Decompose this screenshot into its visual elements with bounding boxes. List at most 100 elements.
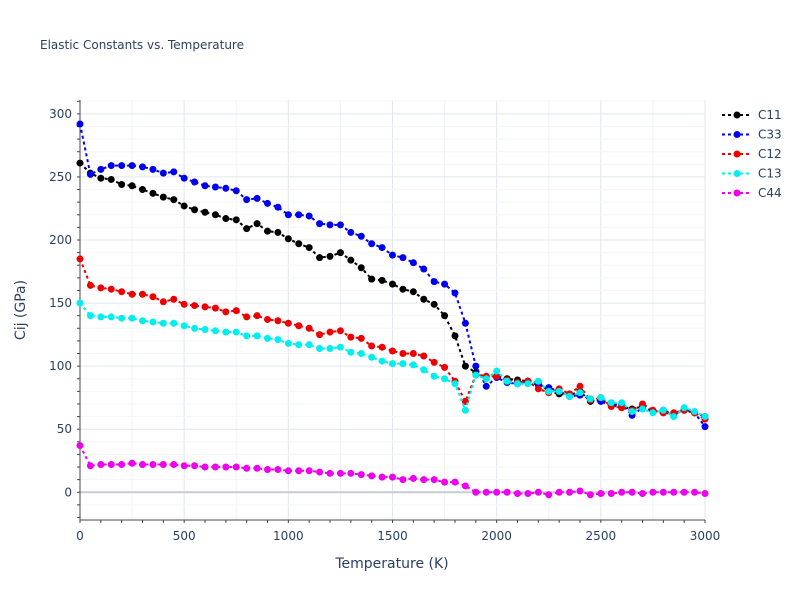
data-point-c13[interactable] <box>534 377 542 385</box>
data-point-c13[interactable] <box>159 319 167 327</box>
data-point-c44[interactable] <box>399 476 407 484</box>
data-point-c13[interactable] <box>201 326 209 334</box>
data-point-c11[interactable] <box>139 186 146 194</box>
data-point-c13[interactable] <box>503 377 511 385</box>
data-point-c11[interactable] <box>357 264 365 272</box>
data-point-c13[interactable] <box>607 399 615 407</box>
data-point-c13[interactable] <box>482 375 490 383</box>
data-point-c12[interactable] <box>399 350 407 358</box>
data-point-c11[interactable] <box>284 235 292 243</box>
data-point-c13[interactable] <box>472 371 480 379</box>
data-point-c33[interactable] <box>211 183 219 191</box>
data-point-c44[interactable] <box>347 469 355 477</box>
data-point-c11[interactable] <box>274 228 282 236</box>
data-point-c33[interactable] <box>180 174 188 182</box>
data-point-c44[interactable] <box>118 461 126 469</box>
series-c44[interactable] <box>76 442 709 499</box>
data-point-c33[interactable] <box>378 244 386 252</box>
data-point-c44[interactable] <box>274 466 282 474</box>
data-point-c33[interactable] <box>232 187 240 195</box>
data-point-c12[interactable] <box>368 342 376 350</box>
data-point-c13[interactable] <box>316 344 324 352</box>
data-point-c44[interactable] <box>149 461 157 469</box>
data-point-c44[interactable] <box>628 488 636 496</box>
data-point-c11[interactable] <box>326 252 334 260</box>
data-point-c13[interactable] <box>451 380 459 388</box>
data-point-c13[interactable] <box>368 353 376 361</box>
data-point-c44[interactable] <box>461 482 469 490</box>
data-point-c13[interactable] <box>545 387 553 395</box>
data-point-c12[interactable] <box>274 317 282 325</box>
data-point-c44[interactable] <box>128 459 136 467</box>
data-point-c13[interactable] <box>659 406 667 414</box>
data-point-c11[interactable] <box>336 249 344 257</box>
data-point-c33[interactable] <box>347 228 355 236</box>
data-point-c12[interactable] <box>170 295 178 303</box>
data-point-c12[interactable] <box>180 300 188 308</box>
legend-item-c13[interactable]: C13 <box>722 167 782 181</box>
data-point-c11[interactable] <box>159 193 167 201</box>
data-point-c12[interactable] <box>107 285 115 293</box>
data-point-c12[interactable] <box>430 358 438 366</box>
data-point-c12[interactable] <box>347 333 355 341</box>
data-point-c44[interactable] <box>86 462 94 470</box>
data-point-c12[interactable] <box>264 315 271 323</box>
data-point-c13[interactable] <box>524 380 532 388</box>
data-point-c33[interactable] <box>701 423 709 431</box>
data-point-c11[interactable] <box>420 295 428 303</box>
data-point-c44[interactable] <box>201 463 209 471</box>
data-point-c12[interactable] <box>97 284 105 292</box>
data-point-c33[interactable] <box>357 232 365 240</box>
data-point-c33[interactable] <box>472 362 480 370</box>
data-point-c11[interactable] <box>180 202 188 210</box>
data-point-c13[interactable] <box>441 375 449 383</box>
data-point-c44[interactable] <box>524 490 532 498</box>
data-point-c13[interactable] <box>295 341 303 349</box>
data-point-c44[interactable] <box>222 463 230 471</box>
data-point-c33[interactable] <box>191 178 199 186</box>
data-point-c12[interactable] <box>253 312 261 320</box>
data-point-c12[interactable] <box>211 304 219 312</box>
data-point-c12[interactable] <box>139 290 146 298</box>
data-point-c44[interactable] <box>305 467 313 475</box>
data-point-c33[interactable] <box>368 240 376 248</box>
data-point-c12[interactable] <box>336 327 344 335</box>
data-point-c11[interactable] <box>378 276 386 284</box>
data-point-c44[interactable] <box>649 488 657 496</box>
data-point-c12[interactable] <box>534 385 542 393</box>
data-point-c44[interactable] <box>639 490 646 498</box>
data-point-c13[interactable] <box>222 328 230 336</box>
data-point-c44[interactable] <box>503 488 511 496</box>
data-point-c44[interactable] <box>420 476 428 484</box>
data-point-c11[interactable] <box>128 182 136 190</box>
data-point-c11[interactable] <box>222 215 230 223</box>
data-point-c13[interactable] <box>253 332 261 340</box>
data-point-c12[interactable] <box>191 302 199 310</box>
data-point-c12[interactable] <box>378 343 386 351</box>
data-point-c11[interactable] <box>305 244 313 252</box>
data-point-c11[interactable] <box>97 174 105 182</box>
data-point-c44[interactable] <box>357 471 365 479</box>
data-point-c12[interactable] <box>86 281 94 289</box>
data-point-c33[interactable] <box>430 278 438 286</box>
data-point-c12[interactable] <box>201 303 209 311</box>
data-point-c33[interactable] <box>420 265 428 273</box>
data-point-c33[interactable] <box>149 165 157 173</box>
data-point-c44[interactable] <box>378 473 386 481</box>
data-point-c13[interactable] <box>691 408 699 416</box>
data-point-c44[interactable] <box>284 467 292 475</box>
series-layer[interactable] <box>76 120 709 499</box>
data-point-c12[interactable] <box>128 290 136 298</box>
data-point-c44[interactable] <box>264 466 271 474</box>
data-point-c13[interactable] <box>409 361 417 369</box>
data-point-c44[interactable] <box>97 461 105 469</box>
data-point-c13[interactable] <box>336 343 344 351</box>
data-point-c33[interactable] <box>76 120 84 128</box>
data-point-c13[interactable] <box>211 327 219 335</box>
data-point-c44[interactable] <box>211 463 219 471</box>
data-point-c13[interactable] <box>305 341 313 349</box>
data-point-c44[interactable] <box>368 472 376 480</box>
data-point-c12[interactable] <box>295 322 303 330</box>
data-point-c44[interactable] <box>430 476 438 484</box>
data-point-c44[interactable] <box>514 490 521 498</box>
